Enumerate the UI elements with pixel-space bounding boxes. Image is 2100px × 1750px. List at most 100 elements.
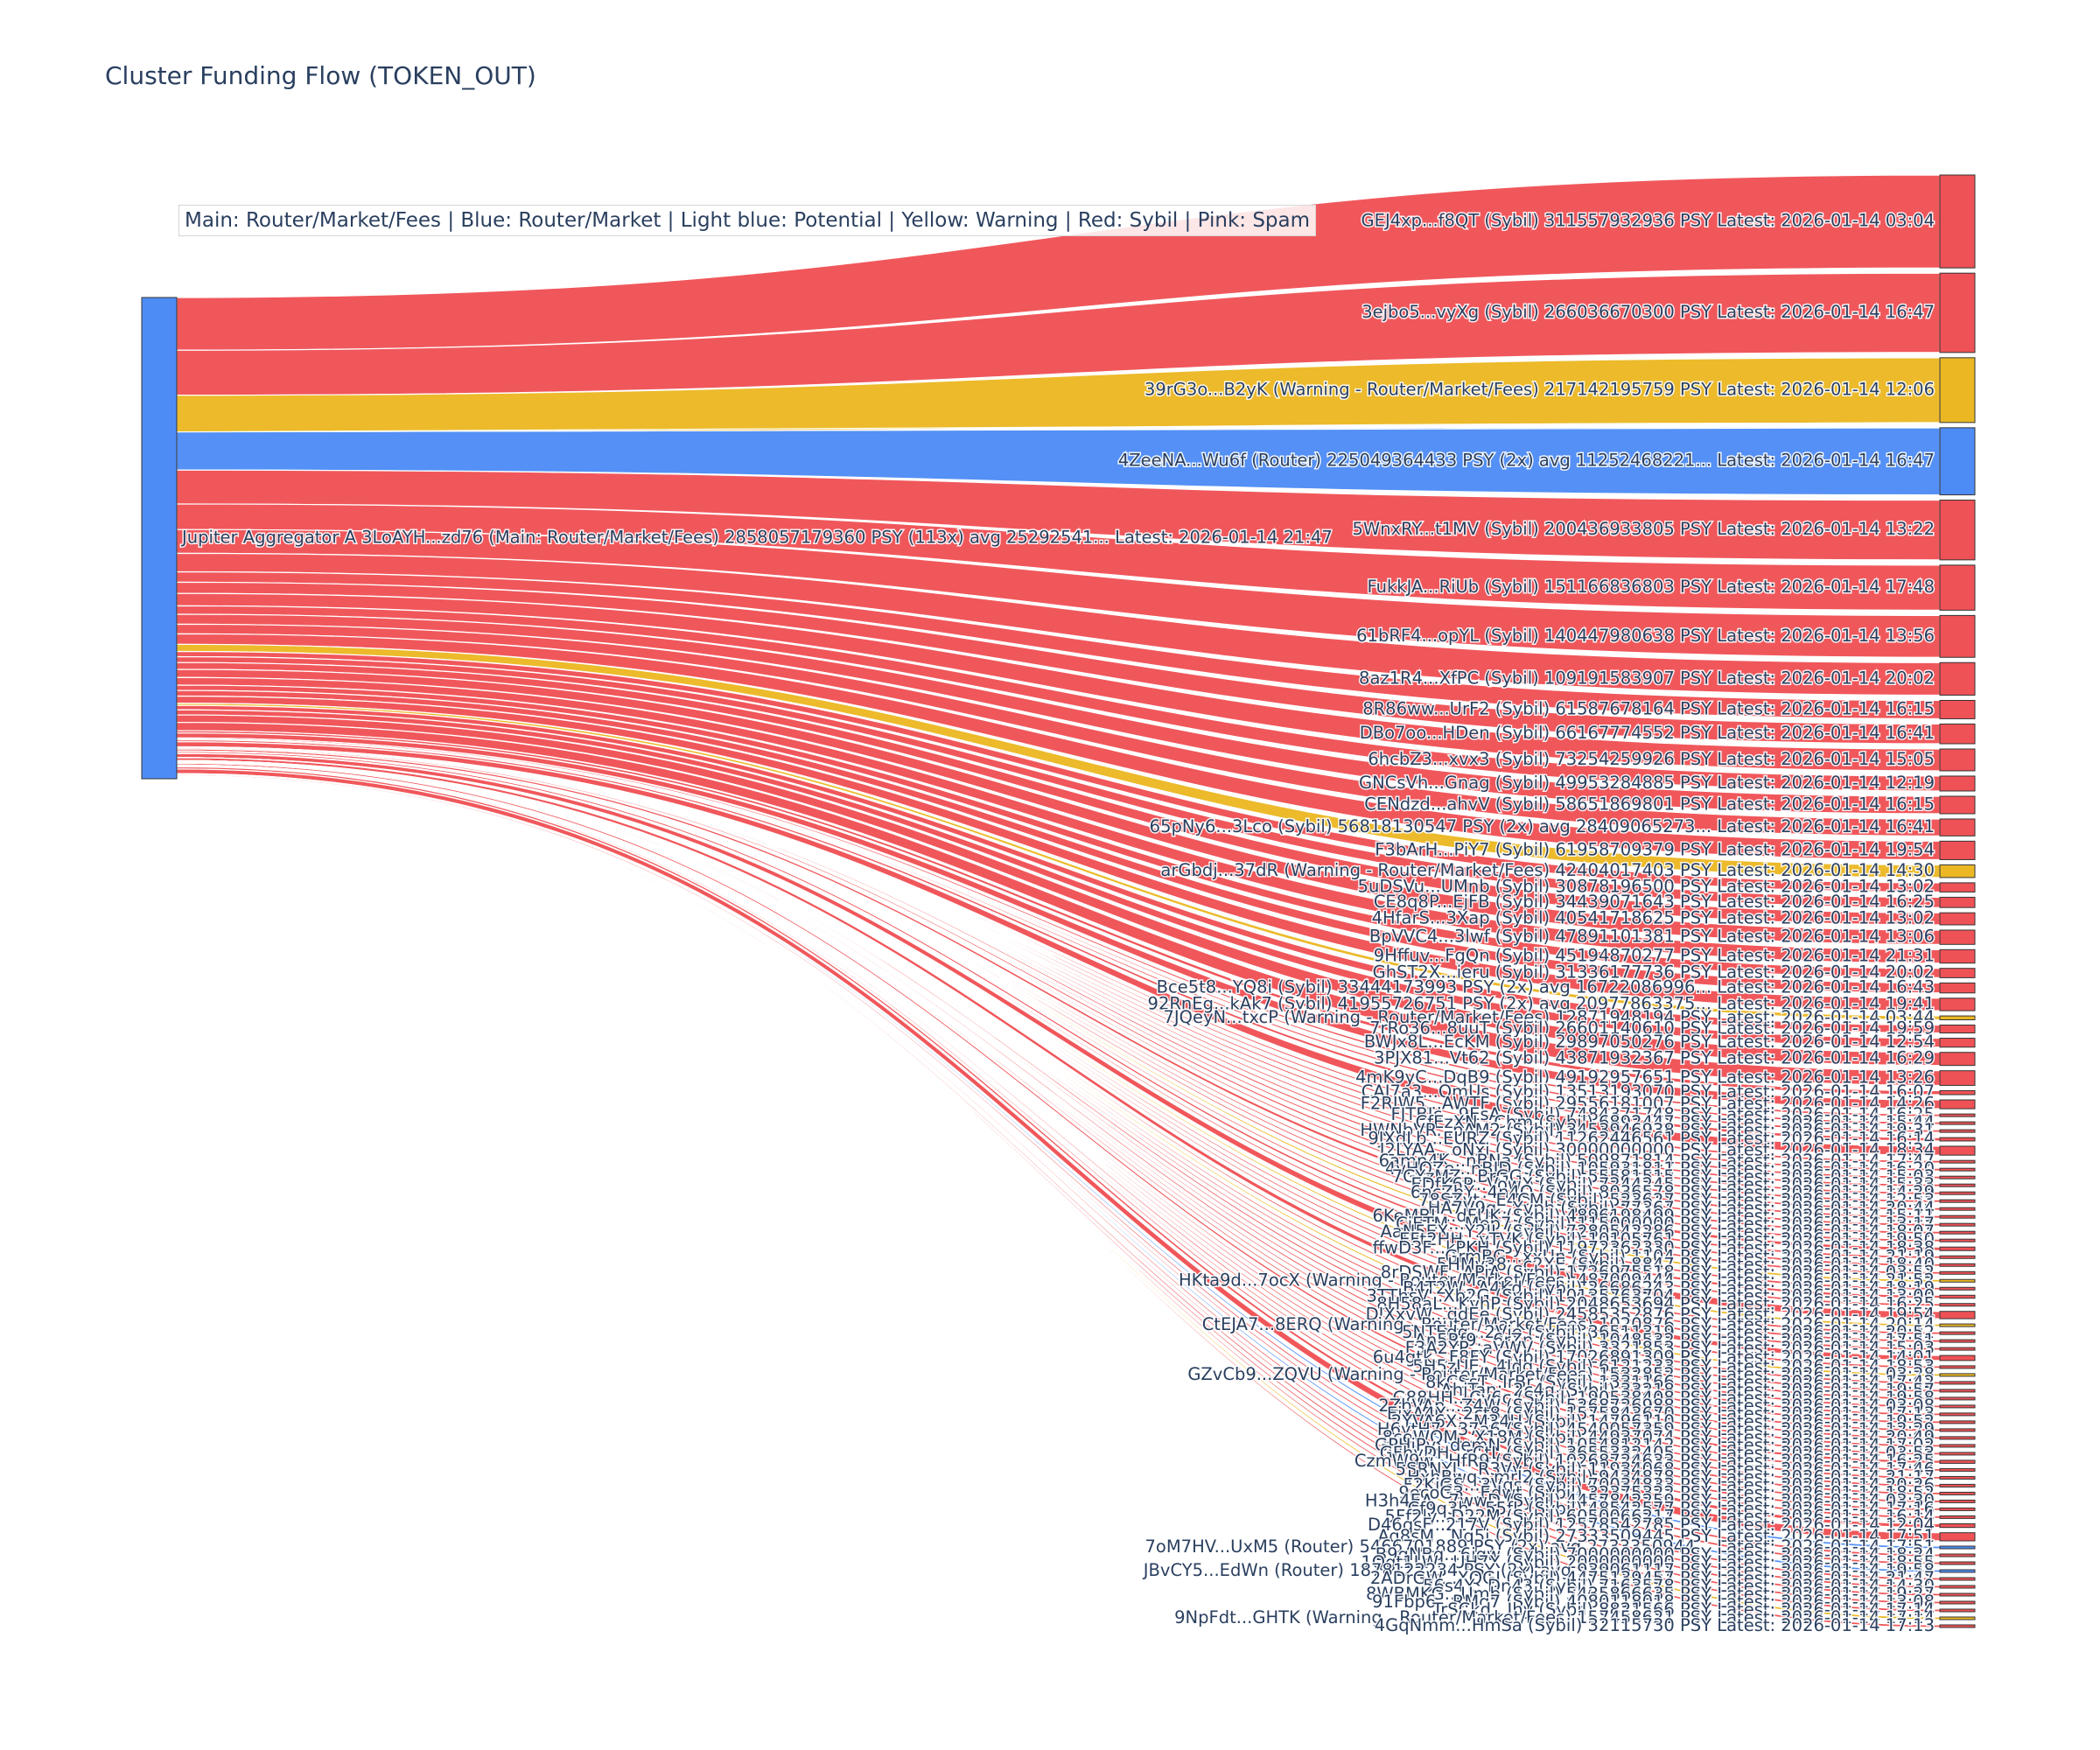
target-node[interactable] bbox=[1939, 1052, 1976, 1067]
target-node[interactable] bbox=[1939, 1038, 1976, 1048]
target-node[interactable] bbox=[1939, 1089, 1976, 1096]
target-node[interactable] bbox=[1939, 1199, 1976, 1203]
sankey-link[interactable] bbox=[176, 774, 1941, 1565]
target-node[interactable] bbox=[1939, 1577, 1976, 1581]
target-node[interactable] bbox=[1939, 1373, 1976, 1377]
target-node[interactable] bbox=[1939, 912, 1976, 926]
target-node[interactable] bbox=[1939, 1365, 1976, 1369]
target-node[interactable] bbox=[1939, 1428, 1976, 1432]
target-node[interactable] bbox=[1939, 564, 1976, 611]
target-node[interactable] bbox=[1939, 1137, 1976, 1142]
target-node[interactable] bbox=[1939, 929, 1976, 945]
target-node[interactable] bbox=[1939, 662, 1976, 696]
target-node[interactable] bbox=[1939, 1420, 1976, 1424]
target-node[interactable] bbox=[1939, 1286, 1976, 1291]
target-node[interactable] bbox=[1939, 1522, 1976, 1529]
target-node[interactable] bbox=[1939, 1347, 1976, 1351]
target-node[interactable] bbox=[1939, 1507, 1976, 1511]
target-node[interactable] bbox=[1939, 1624, 1976, 1628]
target-node[interactable] bbox=[1939, 1404, 1976, 1409]
target-node[interactable] bbox=[1939, 1499, 1976, 1503]
target-node[interactable] bbox=[1939, 1303, 1976, 1307]
target-node[interactable] bbox=[1939, 500, 1976, 561]
target-node[interactable] bbox=[1939, 1070, 1976, 1086]
target-node[interactable] bbox=[1939, 174, 1976, 269]
target-node[interactable] bbox=[1939, 1255, 1976, 1259]
target-node[interactable] bbox=[1939, 1191, 1976, 1195]
target-node[interactable] bbox=[1939, 1396, 1976, 1401]
target-node[interactable] bbox=[1939, 1263, 1976, 1267]
target-node[interactable] bbox=[1939, 998, 1976, 1012]
target-node[interactable] bbox=[1939, 1230, 1976, 1235]
target-node[interactable] bbox=[1939, 1024, 1976, 1034]
target-node[interactable] bbox=[1939, 1129, 1976, 1133]
target-node[interactable] bbox=[1939, 1278, 1976, 1283]
sankey-link[interactable] bbox=[176, 528, 1941, 658]
target-node[interactable] bbox=[1939, 1483, 1976, 1488]
target-node[interactable] bbox=[1939, 795, 1976, 815]
target-node[interactable] bbox=[1939, 864, 1976, 878]
target-node[interactable] bbox=[1939, 1159, 1976, 1164]
target-node[interactable] bbox=[1939, 982, 1976, 994]
target-node[interactable] bbox=[1939, 1616, 1976, 1620]
target-node[interactable] bbox=[1939, 775, 1976, 792]
target-node[interactable] bbox=[1939, 1608, 1976, 1613]
sankey-link[interactable] bbox=[176, 427, 1941, 496]
target-node[interactable] bbox=[1939, 1354, 1976, 1362]
target-node[interactable] bbox=[1939, 1099, 1976, 1110]
target-node[interactable] bbox=[1939, 1545, 1976, 1550]
target-node[interactable] bbox=[1939, 1444, 1976, 1448]
target-node[interactable] bbox=[1939, 1222, 1976, 1227]
target-node[interactable] bbox=[1939, 1113, 1976, 1117]
target-node[interactable] bbox=[1939, 272, 1976, 354]
target-node[interactable] bbox=[1939, 1491, 1976, 1495]
target-node[interactable] bbox=[1939, 748, 1976, 772]
target-node[interactable] bbox=[1939, 1339, 1976, 1343]
target-node[interactable] bbox=[1939, 357, 1976, 424]
target-node[interactable] bbox=[1939, 1121, 1976, 1125]
target-node[interactable] bbox=[1939, 1515, 1976, 1519]
target-node[interactable] bbox=[1939, 1561, 1976, 1565]
target-node[interactable] bbox=[1939, 1532, 1976, 1542]
target-node[interactable] bbox=[1939, 1381, 1976, 1385]
target-node[interactable] bbox=[1939, 699, 1976, 719]
target-node[interactable] bbox=[1939, 1238, 1976, 1242]
target-node[interactable] bbox=[1939, 1145, 1976, 1156]
target-node[interactable] bbox=[1939, 1569, 1976, 1573]
target-node[interactable] bbox=[1939, 1436, 1976, 1440]
target-node[interactable] bbox=[1939, 1331, 1976, 1335]
target-node[interactable] bbox=[1939, 840, 1976, 860]
target-node[interactable] bbox=[1939, 1015, 1976, 1020]
target-node[interactable] bbox=[1939, 1460, 1976, 1464]
target-node[interactable] bbox=[1939, 896, 1976, 908]
target-node[interactable] bbox=[1939, 1207, 1976, 1211]
target-node[interactable] bbox=[1939, 1214, 1976, 1219]
target-node[interactable] bbox=[1939, 1311, 1976, 1320]
target-node[interactable] bbox=[1939, 968, 1976, 978]
target-node[interactable] bbox=[1939, 1467, 1976, 1472]
target-node[interactable] bbox=[1939, 1553, 1976, 1558]
target-node[interactable] bbox=[1939, 427, 1976, 496]
target-node[interactable] bbox=[1939, 1323, 1976, 1327]
sankey-link[interactable] bbox=[176, 662, 1941, 926]
target-node[interactable] bbox=[1939, 1412, 1976, 1417]
target-node[interactable] bbox=[1939, 1246, 1976, 1251]
source-node[interactable] bbox=[141, 297, 178, 780]
target-node[interactable] bbox=[1939, 1592, 1976, 1597]
target-node[interactable] bbox=[1939, 614, 1976, 658]
sankey-link[interactable] bbox=[176, 714, 1941, 1067]
target-node[interactable] bbox=[1939, 1475, 1976, 1480]
target-node[interactable] bbox=[1939, 1167, 1976, 1172]
target-node[interactable] bbox=[1939, 1585, 1976, 1589]
target-node[interactable] bbox=[1939, 723, 1976, 745]
target-node[interactable] bbox=[1939, 1270, 1976, 1275]
target-node[interactable] bbox=[1939, 1183, 1976, 1187]
target-node[interactable] bbox=[1939, 1389, 1976, 1393]
target-node[interactable] bbox=[1939, 1175, 1976, 1180]
target-node[interactable] bbox=[1939, 818, 1976, 836]
target-node[interactable] bbox=[1939, 1600, 1976, 1605]
target-node[interactable] bbox=[1939, 948, 1976, 964]
target-node[interactable] bbox=[1939, 1452, 1976, 1456]
target-node[interactable] bbox=[1939, 1294, 1976, 1299]
target-node[interactable] bbox=[1939, 882, 1976, 892]
